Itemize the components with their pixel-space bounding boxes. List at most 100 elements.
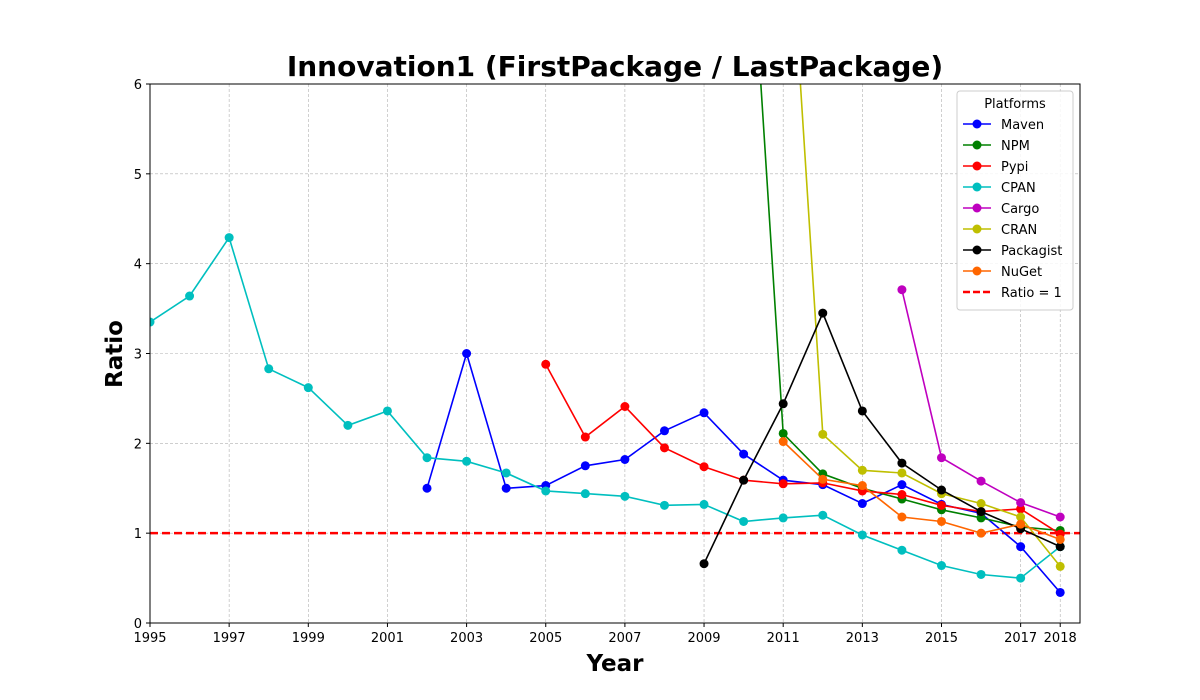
data-point [422,453,432,463]
data-point [857,465,867,475]
legend-title: Platforms [984,97,1046,112]
legend-label: NPM [1001,139,1030,154]
data-point [1016,519,1026,529]
legend-item: CPAN [963,181,1036,196]
data-point [659,426,669,436]
legend-label: CPAN [1001,181,1036,196]
data-point [857,406,867,416]
data-point [1016,542,1026,552]
series-pypi [541,359,1065,539]
legend-label: Ratio = 1 [1001,286,1062,301]
data-point [1055,587,1065,597]
series-cpan [150,233,1065,583]
legend-label: CRAN [1001,223,1037,238]
data-point [580,489,590,499]
data-point [699,462,709,472]
x-tick-label: 2007 [608,631,641,646]
data-point [1055,542,1065,552]
data-point [936,561,946,571]
legend-item: Cargo [963,202,1039,217]
y-tick-label: 4 [134,258,142,273]
x-tick-label: 2015 [925,631,958,646]
data-point [739,449,749,459]
data-point [580,461,590,471]
data-point [976,569,986,579]
data-point [897,545,907,555]
data-point [541,359,551,369]
series-cargo [897,285,1065,522]
x-tick-label: 2018 [1044,631,1077,646]
series-line [799,84,1061,567]
axes-frame [149,83,1081,624]
y-axis-label: Ratio [102,320,128,388]
data-point [462,456,472,466]
data-point [857,499,867,509]
legend-label: Pypi [1001,160,1028,175]
data-point [1055,512,1065,522]
data-point [897,458,907,468]
series-line [544,363,1061,535]
legend-marker-dot [972,140,982,150]
data-point [936,453,946,463]
data-point [422,483,432,493]
series-line [150,235,1061,579]
legend-marker-dot [972,161,982,171]
data-point [936,500,946,510]
legend-item: Maven [963,118,1044,133]
x-tick-label: 2005 [529,631,562,646]
data-point [897,285,907,295]
data-point [936,516,946,526]
legend-label: NuGet [1001,265,1042,280]
data-point [778,428,788,438]
legend-item: CRAN [963,223,1037,238]
y-tick-label: 3 [134,348,142,363]
data-point [620,402,630,412]
data-point [857,481,867,491]
data-point [620,455,630,465]
x-tick-label: 2017 [1004,631,1037,646]
data-point [778,437,788,447]
data-point [620,491,630,501]
data-point [501,468,511,478]
legend-item: Pypi [963,160,1028,175]
data-point [150,317,155,327]
x-tick-label: 1995 [133,631,166,646]
data-point [224,233,234,243]
data-point [1055,561,1065,571]
data-point [541,486,551,496]
data-point [778,399,788,409]
data-point [739,475,749,485]
x-tick-label: 2009 [687,631,720,646]
data-point [818,510,828,520]
legend-label: Packagist [1001,244,1062,259]
data-point [818,308,828,318]
data-point [1016,504,1026,514]
legend-item: Ratio = 1 [963,286,1062,301]
data-point [897,468,907,478]
data-point [818,429,828,439]
y-tick-label: 1 [134,527,142,542]
legend-marker-dot [972,245,982,255]
x-axis-label: Year [585,651,644,677]
x-tick-label: 2011 [767,631,800,646]
data-point [897,480,907,490]
data-point [976,513,986,523]
data-point [501,483,511,493]
x-tick-label: 2013 [846,631,879,646]
legend: Platforms Maven NPM Pypi CPAN Cargo CRAN Packag… [956,90,1074,311]
data-point [897,512,907,522]
x-tick-label: 1999 [292,631,325,646]
data-point [976,528,986,538]
data-point [462,349,472,358]
x-tick-label: 2003 [450,631,483,646]
data-point [818,474,828,484]
data-point [659,500,669,510]
data-point [1016,498,1026,508]
data-point [343,420,353,430]
series-line [703,311,1061,565]
data-point [699,499,709,509]
legend-item: Packagist [963,244,1062,259]
legend-label: Cargo [1001,202,1039,217]
data-point [264,364,274,374]
data-point [897,490,907,500]
